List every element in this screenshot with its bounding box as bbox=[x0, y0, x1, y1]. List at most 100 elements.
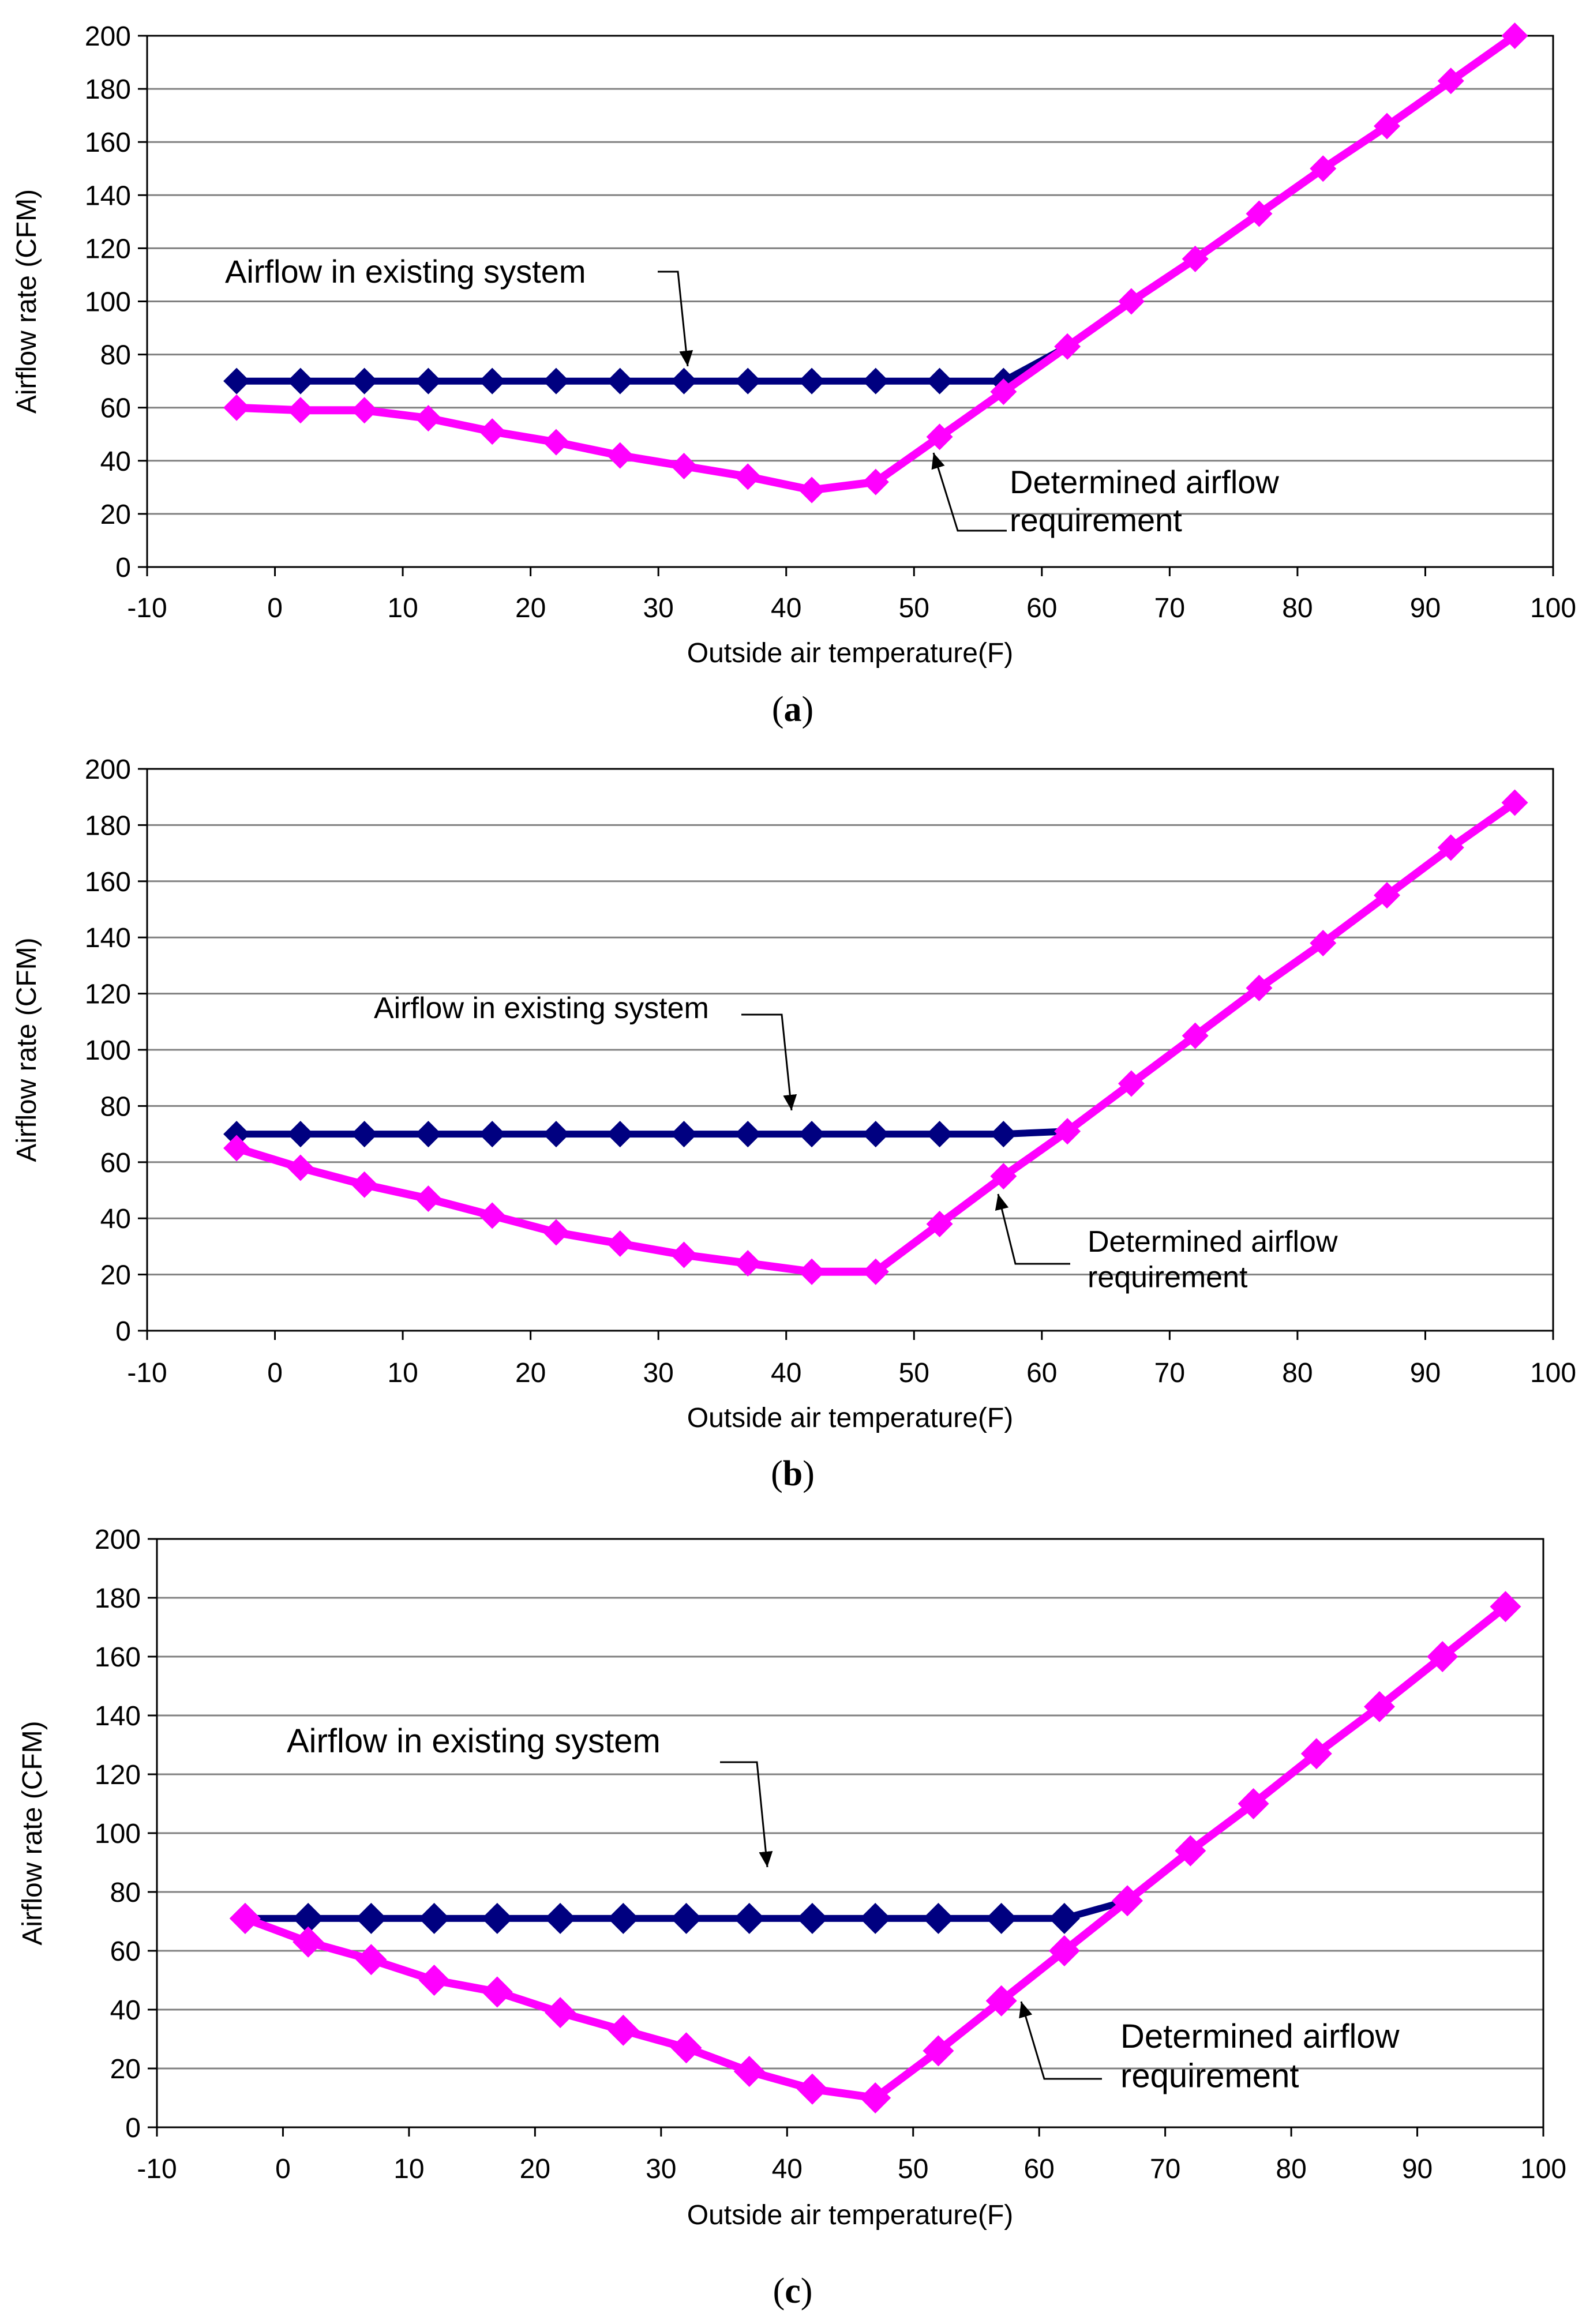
data-point-requirement bbox=[415, 405, 442, 432]
data-point-requirement bbox=[287, 1154, 314, 1181]
caption-letter: a bbox=[784, 690, 802, 729]
x-tick-label: 10 bbox=[393, 2154, 424, 2184]
data-point-requirement bbox=[1310, 929, 1337, 956]
data-point-requirement bbox=[479, 1202, 506, 1229]
caption-letter: c bbox=[785, 2272, 801, 2311]
plot-frame bbox=[146, 35, 1554, 568]
data-point-existing bbox=[733, 1902, 765, 1934]
data-point-existing bbox=[985, 1902, 1017, 1934]
y-tick-label: 100 bbox=[95, 1819, 141, 1849]
x-tick-label: 20 bbox=[520, 2154, 550, 2184]
x-tick-label: 80 bbox=[1276, 2154, 1306, 2184]
y-tick-label: 160 bbox=[85, 127, 131, 158]
data-point-requirement bbox=[1437, 67, 1464, 95]
x-tick-label: 30 bbox=[646, 2154, 676, 2184]
caption-paren-close: ) bbox=[803, 1454, 815, 1493]
data-point-requirement bbox=[1246, 200, 1273, 227]
data-point-requirement bbox=[418, 1965, 450, 1996]
data-point-requirement bbox=[1373, 112, 1400, 140]
data-point-existing bbox=[355, 1902, 387, 1934]
data-point-requirement bbox=[926, 1210, 953, 1237]
annotation-requirement: Determined airflow bbox=[1088, 1225, 1338, 1259]
data-point-existing bbox=[796, 1902, 828, 1934]
x-tick-label: 90 bbox=[1402, 2154, 1433, 2184]
data-point-requirement bbox=[1054, 1118, 1081, 1145]
y-tick-label: 20 bbox=[100, 500, 131, 530]
data-point-requirement bbox=[798, 1258, 826, 1285]
chart-panel-a: 0 20 40 60 80 100 120 140 160 180 200 -10 0 10 20 30 40 5… bbox=[12, 21, 1576, 729]
annotation-arrow-existing bbox=[720, 1761, 773, 1868]
y-tick-label: 180 bbox=[85, 810, 131, 841]
y-axis-label: Airflow rate (CFM) bbox=[12, 189, 42, 414]
data-point-requirement bbox=[1118, 1070, 1145, 1097]
y-tick-label: 60 bbox=[100, 1148, 131, 1178]
x-tick-label: 40 bbox=[772, 2154, 803, 2184]
annotation-arrow-requirement bbox=[1019, 2001, 1102, 2080]
data-point-requirement bbox=[990, 378, 1017, 406]
caption-letter: b bbox=[783, 1454, 803, 1493]
y-tick-label: 140 bbox=[95, 1701, 141, 1732]
data-point-requirement bbox=[1501, 22, 1528, 49]
y-tick-label: 200 bbox=[85, 21, 131, 52]
x-tick-label: 0 bbox=[267, 593, 283, 624]
x-tick-label: 60 bbox=[1026, 593, 1057, 624]
y-tick-label: 100 bbox=[85, 1035, 131, 1066]
data-point-existing bbox=[418, 1902, 450, 1934]
y-tick-label: 200 bbox=[95, 1525, 141, 1555]
x-tick-label: 100 bbox=[1520, 2154, 1566, 2184]
annotation-requirement-line2: requirement bbox=[1088, 1260, 1248, 1294]
panel-caption: (c) bbox=[773, 2272, 813, 2311]
y-tick-label: 140 bbox=[85, 923, 131, 953]
caption-paren-open: ( bbox=[773, 2272, 785, 2311]
y-tick-label: 0 bbox=[115, 1316, 131, 1347]
data-point-existing bbox=[415, 1121, 442, 1148]
y-tick-label: 200 bbox=[85, 754, 131, 785]
data-point-existing bbox=[926, 367, 953, 395]
data-point-requirement bbox=[1310, 155, 1337, 182]
panel-caption: (a) bbox=[772, 690, 813, 729]
data-point-existing bbox=[798, 1121, 826, 1148]
annotation-existing: Airflow in existing system bbox=[225, 253, 586, 290]
annotation-requirement-line2: requirement bbox=[1010, 502, 1182, 538]
series-line-existing bbox=[233, 799, 1518, 1138]
data-point-requirement bbox=[796, 2073, 828, 2105]
data-point-existing bbox=[860, 1902, 891, 1934]
data-point-existing bbox=[287, 367, 314, 395]
plot-frame bbox=[146, 768, 1554, 1332]
data-point-existing bbox=[670, 1902, 702, 1934]
x-axis-label: Outside air temperature(F) bbox=[687, 2200, 1014, 2231]
data-point-requirement bbox=[860, 2082, 891, 2113]
data-point-requirement bbox=[733, 2056, 765, 2088]
annotation-requirement: Determined airflow bbox=[1010, 464, 1279, 500]
data-point-requirement bbox=[351, 1171, 378, 1198]
data-point-requirement bbox=[670, 1241, 698, 1268]
data-point-existing bbox=[223, 367, 250, 395]
y-tick-label: 160 bbox=[85, 867, 131, 898]
data-point-existing bbox=[606, 1121, 633, 1148]
x-axis-label: Outside air temperature(F) bbox=[687, 638, 1014, 669]
x-tick-label: 70 bbox=[1150, 2154, 1180, 2184]
data-point-requirement bbox=[355, 1944, 387, 1976]
x-tick-label: 60 bbox=[1023, 2154, 1054, 2184]
x-tick-label: 50 bbox=[898, 2154, 928, 2184]
data-point-existing bbox=[545, 1902, 576, 1934]
data-point-existing bbox=[481, 1902, 513, 1934]
data-point-existing bbox=[479, 367, 506, 395]
data-point-existing bbox=[670, 367, 698, 395]
y-tick-label: 80 bbox=[100, 1091, 131, 1122]
annotation-arrow-existing bbox=[741, 1013, 797, 1111]
data-point-existing bbox=[287, 1121, 314, 1148]
y-axis-label: Airflow rate (CFM) bbox=[12, 937, 42, 1162]
annotation-requirement: Determined airflow bbox=[1120, 2018, 1400, 2055]
data-point-requirement bbox=[542, 429, 569, 456]
x-tick-label: 70 bbox=[1154, 1358, 1185, 1388]
data-point-requirement bbox=[1300, 1738, 1332, 1770]
data-point-requirement bbox=[1112, 1885, 1143, 1917]
data-point-existing bbox=[351, 367, 378, 395]
data-point-requirement bbox=[798, 476, 826, 504]
y-tick-label: 80 bbox=[110, 1878, 141, 1908]
y-tick-label: 80 bbox=[100, 340, 131, 371]
data-point-requirement bbox=[734, 463, 762, 490]
y-tick-label: 160 bbox=[95, 1642, 141, 1673]
